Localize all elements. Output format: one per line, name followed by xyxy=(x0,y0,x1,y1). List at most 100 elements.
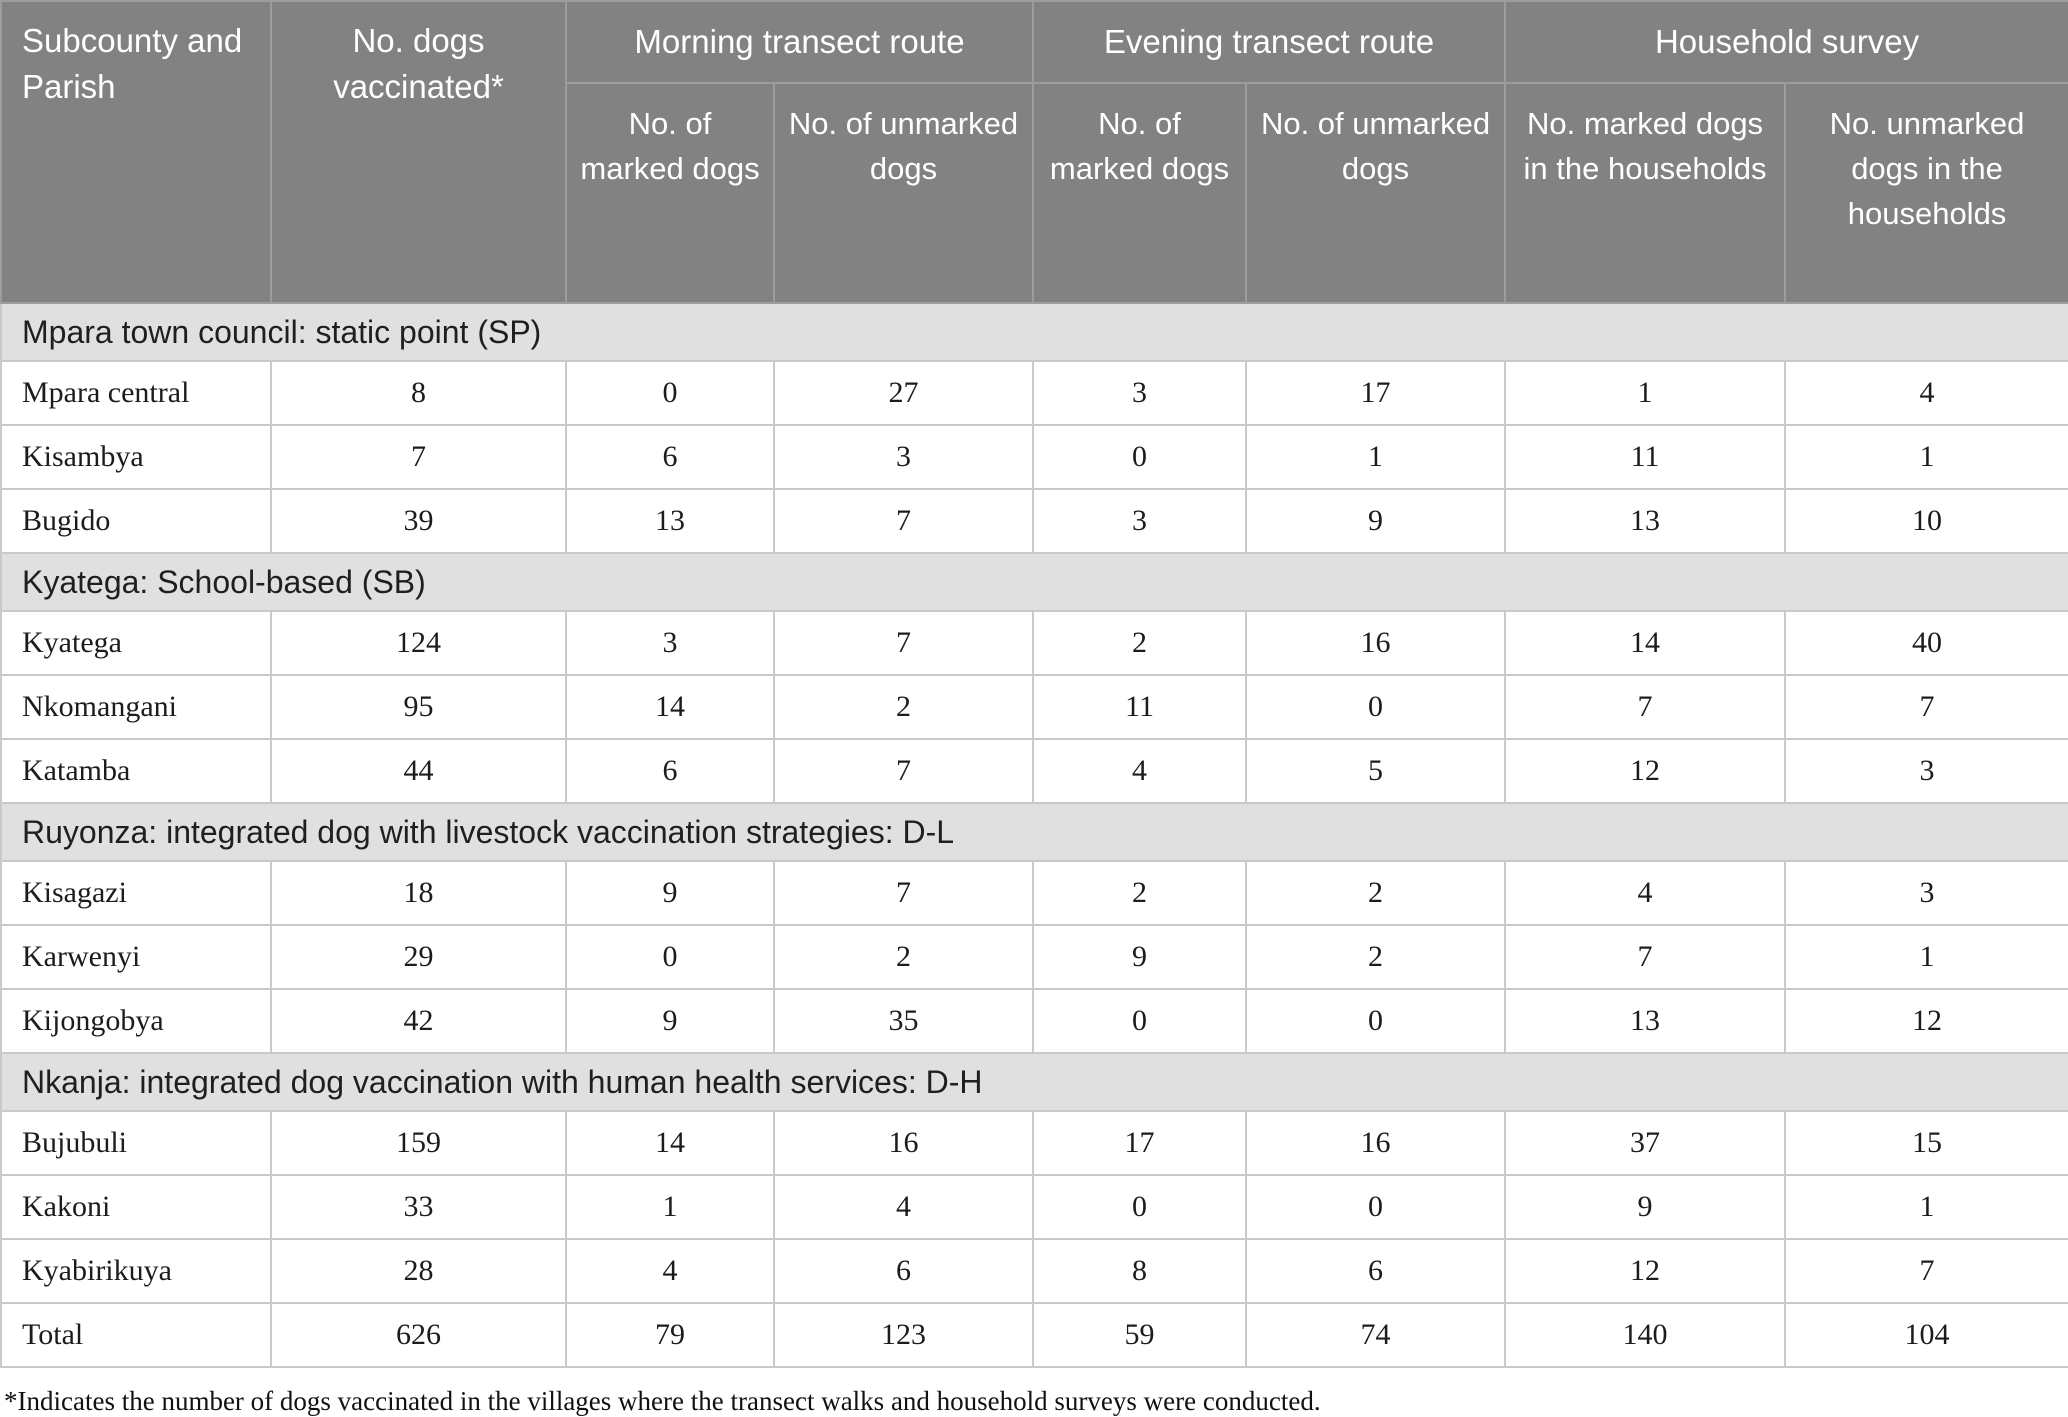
value-cell: 2 xyxy=(1032,610,1248,676)
value-cell: 14 xyxy=(565,674,775,740)
value-cell: 7 xyxy=(772,860,1035,926)
table-row: Katamba 44 6 7 4 5 12 3 xyxy=(0,738,2068,804)
value-cell: 2 xyxy=(1245,860,1507,926)
value-cell: 28 xyxy=(270,1238,567,1304)
parish-name: Kisagazi xyxy=(0,860,272,926)
value-cell: 14 xyxy=(1504,610,1787,676)
col-header-household-marked: No. marked dogs in the households xyxy=(1504,82,1787,304)
value-cell: 4 xyxy=(565,1238,775,1304)
section-title: Nkanja: integrated dog vaccination with … xyxy=(0,1052,2068,1112)
value-cell: 0 xyxy=(1245,674,1507,740)
value-cell: 7 xyxy=(772,488,1035,554)
col-header-morning-unmarked: No. of unmarked dogs xyxy=(772,82,1035,304)
value-cell: 9 xyxy=(565,988,775,1054)
table-row: Kisambya 7 6 3 0 1 11 1 xyxy=(0,424,2068,490)
value-cell: 7 xyxy=(1784,1238,2068,1304)
value-cell: 1 xyxy=(565,1174,775,1240)
table-row: Kyabirikuya 28 4 6 8 6 12 7 xyxy=(0,1238,2068,1304)
value-cell: 1 xyxy=(1784,924,2068,990)
section-title: Kyatega: School-based (SB) xyxy=(0,552,2068,612)
value-cell: 13 xyxy=(1504,988,1787,1054)
table-row: Bujubuli 159 14 16 17 16 37 15 xyxy=(0,1110,2068,1176)
vaccination-table-container: Subcounty and Parish No. dogs vaccinated… xyxy=(0,0,2068,1368)
value-cell: 37 xyxy=(1504,1110,1787,1176)
col-group-morning-transect: Morning transect route xyxy=(564,0,1035,84)
value-cell: 0 xyxy=(565,360,775,426)
total-row: Total 626 79 123 59 74 140 104 xyxy=(0,1302,2068,1368)
value-cell: 3 xyxy=(1784,860,2068,926)
section-header-row: Mpara town council: static point (SP) xyxy=(0,302,2068,362)
table-row: Karwenyi 29 0 2 9 2 7 1 xyxy=(0,924,2068,990)
value-cell: 3 xyxy=(1032,360,1248,426)
value-cell: 14 xyxy=(565,1110,775,1176)
value-cell: 1 xyxy=(1784,1174,2068,1240)
value-cell: 3 xyxy=(772,424,1035,490)
value-cell: 6 xyxy=(772,1238,1035,1304)
value-cell: 15 xyxy=(1784,1110,2068,1176)
total-value-cell: 123 xyxy=(772,1302,1035,1368)
table-footnote: *Indicates the number of dogs vaccinated… xyxy=(4,1386,1321,1416)
value-cell: 18 xyxy=(270,860,567,926)
value-cell: 16 xyxy=(772,1110,1035,1176)
value-cell: 12 xyxy=(1504,738,1787,804)
value-cell: 0 xyxy=(565,924,775,990)
value-cell: 9 xyxy=(1032,924,1248,990)
value-cell: 1 xyxy=(1504,360,1787,426)
value-cell: 7 xyxy=(1784,674,2068,740)
total-value-cell: 74 xyxy=(1245,1302,1507,1368)
table-header: Subcounty and Parish No. dogs vaccinated… xyxy=(0,0,2068,304)
value-cell: 3 xyxy=(1784,738,2068,804)
value-cell: 27 xyxy=(772,360,1035,426)
total-value-cell: 626 xyxy=(270,1302,567,1368)
value-cell: 12 xyxy=(1784,988,2068,1054)
total-value-cell: 104 xyxy=(1784,1302,2068,1368)
parish-name: Bugido xyxy=(0,488,272,554)
value-cell: 2 xyxy=(1032,860,1248,926)
col-header-household-unmarked: No. unmarked dogs in the households xyxy=(1784,82,2068,304)
value-cell: 0 xyxy=(1032,1174,1248,1240)
table-row: Kakoni 33 1 4 0 0 9 1 xyxy=(0,1174,2068,1240)
value-cell: 124 xyxy=(270,610,567,676)
total-label: Total xyxy=(0,1302,272,1368)
value-cell: 17 xyxy=(1032,1110,1248,1176)
value-cell: 4 xyxy=(1504,860,1787,926)
value-cell: 0 xyxy=(1245,1174,1507,1240)
value-cell: 2 xyxy=(1245,924,1507,990)
value-cell: 13 xyxy=(565,488,775,554)
col-header-morning-marked: No. of marked dogs xyxy=(565,82,775,304)
value-cell: 16 xyxy=(1245,1110,1507,1176)
value-cell: 8 xyxy=(1032,1238,1248,1304)
table-body: Mpara town council: static point (SP) Mpa… xyxy=(0,302,2068,1368)
header-group-row: Subcounty and Parish No. dogs vaccinated… xyxy=(0,0,2068,304)
section-header-row: Kyatega: School-based (SB) xyxy=(0,552,2068,612)
table-row: Kyatega 124 3 7 2 16 14 40 xyxy=(0,610,2068,676)
parish-name: Kisambya xyxy=(0,424,272,490)
value-cell: 7 xyxy=(1504,674,1787,740)
value-cell: 7 xyxy=(1504,924,1787,990)
value-cell: 0 xyxy=(1245,988,1507,1054)
table-row: Mpara central 8 0 27 3 17 1 4 xyxy=(0,360,2068,426)
col-header-evening-marked: No. of marked dogs xyxy=(1032,82,1248,304)
table-row: Kisagazi 18 9 7 2 2 4 3 xyxy=(0,860,2068,926)
value-cell: 1 xyxy=(1245,424,1507,490)
value-cell: 17 xyxy=(1245,360,1507,426)
value-cell: 9 xyxy=(1504,1174,1787,1240)
parish-name: Karwenyi xyxy=(0,924,272,990)
parish-name: Kyabirikuya xyxy=(0,1238,272,1304)
parish-name: Kakoni xyxy=(0,1174,272,1240)
value-cell: 7 xyxy=(270,424,567,490)
value-cell: 10 xyxy=(1784,488,2068,554)
value-cell: 33 xyxy=(270,1174,567,1240)
total-value-cell: 79 xyxy=(565,1302,775,1368)
value-cell: 4 xyxy=(1784,360,2068,426)
value-cell: 11 xyxy=(1504,424,1787,490)
section-title: Ruyonza: integrated dog with livestock v… xyxy=(0,802,2068,862)
section-title: Mpara town council: static point (SP) xyxy=(0,302,2068,362)
value-cell: 44 xyxy=(270,738,567,804)
value-cell: 9 xyxy=(565,860,775,926)
col-group-household-survey: Household survey xyxy=(1504,0,2068,84)
col-header-subcounty-parish: Subcounty and Parish xyxy=(0,0,272,304)
col-group-evening-transect: Evening transect route xyxy=(1032,0,1507,84)
parish-name: Katamba xyxy=(0,738,272,804)
parish-name: Kijongobya xyxy=(0,988,272,1054)
